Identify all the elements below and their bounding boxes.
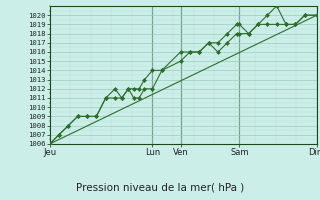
Text: Pression niveau de la mer( hPa ): Pression niveau de la mer( hPa ) bbox=[76, 182, 244, 192]
